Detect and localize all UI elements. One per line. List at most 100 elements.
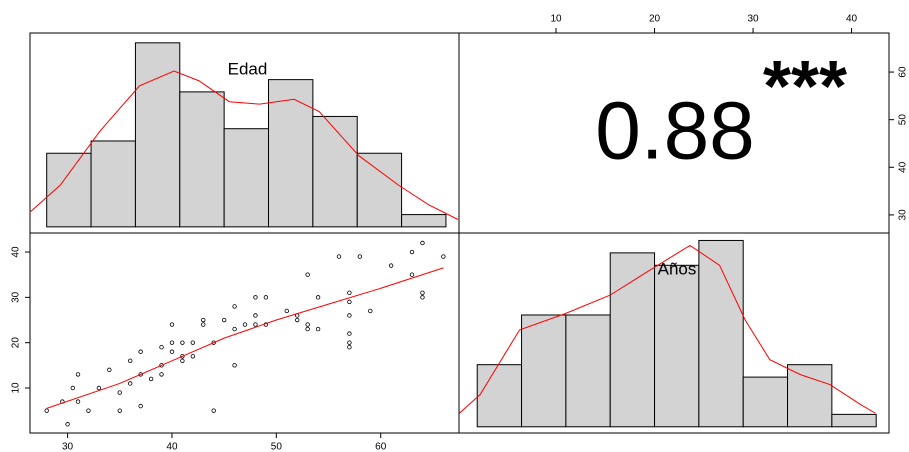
point bbox=[75, 372, 81, 377]
bar bbox=[401, 214, 447, 228]
point bbox=[263, 295, 269, 300]
bar bbox=[46, 152, 92, 228]
point bbox=[211, 408, 216, 413]
point bbox=[221, 317, 227, 323]
bar bbox=[312, 115, 358, 228]
point bbox=[284, 308, 289, 314]
point bbox=[128, 381, 133, 386]
y-tick-label: 20 bbox=[11, 337, 22, 349]
point bbox=[107, 367, 112, 373]
point bbox=[232, 304, 237, 309]
bar bbox=[654, 264, 700, 428]
point bbox=[295, 317, 300, 323]
point bbox=[315, 295, 321, 300]
point bbox=[232, 326, 237, 332]
point bbox=[86, 408, 91, 413]
point bbox=[336, 254, 342, 259]
bar bbox=[134, 42, 181, 228]
point bbox=[75, 399, 81, 404]
point bbox=[441, 254, 446, 259]
point bbox=[347, 313, 352, 318]
y-tick-label: 40 bbox=[11, 246, 22, 258]
point bbox=[190, 354, 196, 359]
point bbox=[201, 322, 206, 327]
significance: *** bbox=[763, 47, 847, 127]
point bbox=[305, 322, 310, 327]
y-tick-label: 30 bbox=[11, 291, 22, 303]
point bbox=[169, 349, 175, 354]
point bbox=[347, 290, 352, 296]
point bbox=[211, 340, 216, 345]
x-tick-label: 10 bbox=[550, 14, 562, 25]
bar bbox=[268, 79, 314, 228]
point bbox=[253, 295, 258, 300]
x-tick-label: 40 bbox=[846, 14, 858, 25]
bar bbox=[476, 364, 523, 428]
bar bbox=[90, 140, 136, 228]
bar bbox=[698, 239, 744, 428]
y-tick-label: 10 bbox=[11, 382, 22, 394]
curve bbox=[46, 267, 444, 409]
bar bbox=[565, 314, 611, 428]
point bbox=[180, 358, 185, 364]
point bbox=[420, 240, 425, 246]
point bbox=[138, 349, 143, 354]
x-tick-label: 60 bbox=[375, 442, 387, 452]
point bbox=[242, 322, 248, 327]
bar bbox=[356, 152, 403, 228]
point bbox=[148, 376, 154, 382]
x-tick-label: 20 bbox=[649, 14, 661, 25]
point bbox=[159, 372, 164, 377]
correlation-value: 0.88 bbox=[595, 86, 755, 177]
point bbox=[96, 385, 102, 391]
y-tick-label: 60 bbox=[898, 66, 909, 78]
point bbox=[347, 331, 352, 336]
point bbox=[388, 263, 394, 268]
point bbox=[305, 326, 310, 332]
y-tick-label: 50 bbox=[898, 114, 909, 126]
point bbox=[138, 372, 143, 377]
bar bbox=[831, 413, 877, 428]
x-tick-label: 40 bbox=[166, 442, 178, 452]
point bbox=[180, 354, 185, 359]
bar bbox=[609, 252, 656, 428]
point bbox=[117, 390, 122, 395]
y-tick-label: 30 bbox=[898, 209, 909, 221]
point bbox=[169, 322, 175, 327]
point bbox=[305, 272, 310, 277]
point bbox=[117, 408, 122, 413]
point bbox=[368, 308, 373, 314]
point bbox=[128, 358, 133, 364]
point bbox=[357, 254, 363, 259]
point bbox=[409, 249, 415, 255]
panel-label: Edad bbox=[228, 59, 268, 78]
point bbox=[347, 345, 352, 350]
point bbox=[138, 403, 143, 409]
x-tick-label: 30 bbox=[62, 442, 74, 452]
x-tick-label: 50 bbox=[271, 442, 283, 452]
bar bbox=[787, 364, 833, 428]
point bbox=[420, 295, 425, 300]
point bbox=[409, 272, 415, 277]
point bbox=[180, 340, 185, 345]
x-tick-label: 30 bbox=[747, 14, 759, 25]
point bbox=[201, 317, 206, 323]
bar bbox=[521, 314, 567, 428]
point bbox=[347, 299, 352, 305]
bar bbox=[742, 376, 789, 428]
bar bbox=[223, 128, 270, 228]
point bbox=[159, 363, 164, 368]
panel-label: Años bbox=[658, 259, 697, 278]
point bbox=[232, 363, 237, 368]
point bbox=[70, 385, 75, 391]
point bbox=[190, 340, 196, 345]
curve bbox=[459, 244, 876, 414]
point bbox=[44, 408, 49, 413]
point bbox=[159, 345, 164, 350]
point bbox=[253, 313, 258, 318]
point bbox=[65, 422, 70, 427]
curve bbox=[29, 70, 459, 220]
point bbox=[347, 340, 352, 345]
y-tick-label: 40 bbox=[898, 161, 909, 173]
